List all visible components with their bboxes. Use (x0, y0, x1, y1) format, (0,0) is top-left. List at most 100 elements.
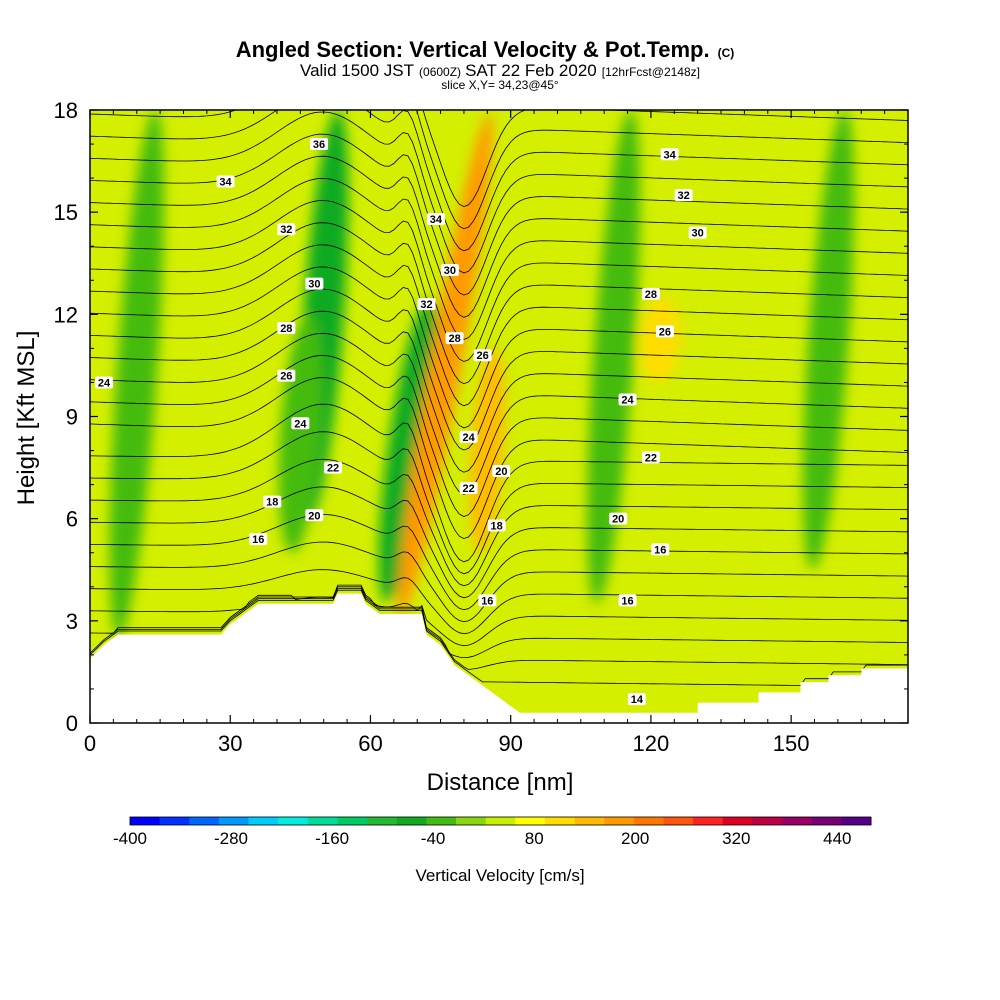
colorbar-swatch (574, 817, 605, 825)
svg-text:14: 14 (631, 694, 644, 706)
colorbar-swatch (485, 817, 516, 825)
svg-text:26: 26 (280, 371, 292, 383)
isentrope-37 (90, 111, 908, 274)
colorbar-tick-label: 440 (823, 829, 851, 848)
isentrope-label-30: 30 (688, 226, 707, 240)
isentrope-33 (90, 200, 908, 362)
svg-text:30: 30 (308, 279, 320, 291)
isentrope-14 (90, 589, 908, 686)
x-tick-label: 60 (358, 731, 382, 756)
isentrope-label-16: 16 (249, 533, 268, 546)
isentrope-label-18: 18 (263, 495, 282, 509)
svg-text:24: 24 (98, 377, 111, 389)
y-tick-label: 12 (54, 302, 78, 327)
colorbar-swatch (248, 817, 279, 825)
svg-text:32: 32 (420, 299, 432, 311)
isentrope-label-14: 14 (627, 693, 646, 706)
velocity-feature-7 (802, 110, 855, 570)
colorbar-swatch (159, 817, 190, 825)
isentrope-label-32: 32 (277, 223, 296, 236)
colorbar-swatch (782, 817, 813, 825)
x-tick-label: 150 (773, 731, 810, 756)
colorbar-tick-label: -400 (113, 829, 147, 848)
terrain-mask (90, 593, 908, 723)
svg-text:34: 34 (663, 149, 676, 161)
svg-text:18: 18 (491, 520, 503, 532)
velocity-feature-5 (109, 110, 164, 638)
x-tick-label: 90 (498, 731, 522, 756)
svg-text:32: 32 (678, 190, 690, 202)
isentrope-label-16: 16 (478, 594, 497, 607)
isentrope-27 (90, 332, 908, 495)
colorbar-label: Vertical Velocity [cm/s] (415, 866, 584, 885)
svg-text:22: 22 (327, 463, 339, 475)
y-tick-label: 0 (66, 711, 78, 736)
isentrope-label-28: 28 (445, 332, 464, 345)
isentrope-label-20: 20 (305, 509, 324, 522)
isentrope-26 (90, 355, 908, 517)
colorbar-tick-label: -40 (421, 829, 446, 848)
colorbar-swatch (544, 817, 576, 825)
isentrope-label-26: 26 (655, 325, 674, 338)
isentrope-label-24: 24 (618, 393, 637, 406)
svg-text:16: 16 (481, 595, 493, 607)
svg-text:26: 26 (477, 350, 489, 362)
isentrope-label-32: 32 (674, 189, 693, 202)
isentrope-label-24: 24 (95, 376, 114, 389)
isentrope-34 (90, 177, 908, 340)
isentrope-label-18: 18 (487, 519, 506, 532)
colorbar-swatch (426, 817, 457, 825)
isentrope-21 (90, 486, 908, 599)
isentrope-24 (90, 403, 908, 563)
isentrope-20 (90, 513, 908, 611)
colorbar-tick-labels: -400 -280 -160 -40 80 200 320 440 (113, 829, 852, 848)
isentrope-32 (90, 222, 908, 385)
svg-text:28: 28 (645, 289, 657, 301)
colorbar-tick-label: -280 (214, 829, 248, 848)
svg-text:34: 34 (430, 214, 443, 226)
isentrope-label-22: 22 (324, 461, 343, 475)
isentrope-31 (90, 244, 908, 407)
colorbar-swatch (337, 817, 368, 825)
colorbar-swatch (693, 817, 724, 825)
slice-info: slice X,Y= 34,23@45° (441, 78, 559, 92)
isentrope-label-20: 20 (492, 464, 511, 478)
isentrope-label-28: 28 (277, 321, 296, 335)
isentrope-38 (90, 110, 908, 252)
svg-text:20: 20 (308, 510, 320, 522)
isentrope-30 (90, 266, 908, 429)
isentrope-label-16: 16 (651, 543, 670, 556)
svg-text:28: 28 (280, 323, 292, 335)
isentrope-label-24: 24 (291, 417, 310, 430)
isentrope-label-26: 26 (473, 349, 492, 362)
colorbar (129, 816, 872, 826)
colorbar-swatch (367, 817, 398, 825)
isentrope-label-26: 26 (277, 369, 296, 383)
colorbar-swatch (663, 817, 694, 825)
svg-text:24: 24 (294, 418, 307, 430)
y-axis-label: Height [Kft MSL] (13, 331, 40, 506)
svg-text:18: 18 (266, 497, 278, 509)
isentrope-16 (90, 586, 908, 659)
svg-text:30: 30 (692, 228, 704, 240)
isentrope-15 (90, 588, 908, 670)
x-tick-label: 0 (84, 731, 96, 756)
colorbar-swatch (841, 817, 872, 825)
isentrope-39 (90, 110, 908, 230)
isentrope-label-28: 28 (641, 287, 660, 301)
y-tick-label: 9 (66, 405, 78, 430)
svg-text:30: 30 (444, 265, 456, 277)
isentrope-label-22: 22 (459, 482, 478, 495)
isentrope-labels: 14 16 16 16 16 18 18 20 20 20 22 22 22 24 24 24 24 26 26 26… (95, 138, 707, 706)
colorbar-swatch (604, 817, 635, 825)
svg-text:26: 26 (659, 326, 671, 338)
chart-subtitle: Valid 1500 JST (0600Z) SAT 22 Feb 2020 [12h… (300, 61, 700, 80)
x-axis-label: Distance [nm] (427, 769, 574, 796)
isentrope-35 (90, 155, 908, 318)
colorbar-tick-label: -160 (315, 829, 349, 848)
svg-text:32: 32 (280, 224, 292, 236)
isentrope-label-22: 22 (641, 451, 660, 464)
colorbar-swatch (218, 817, 250, 825)
isentrope-label-34: 34 (216, 175, 235, 189)
isentrope-40 (422, 110, 908, 208)
